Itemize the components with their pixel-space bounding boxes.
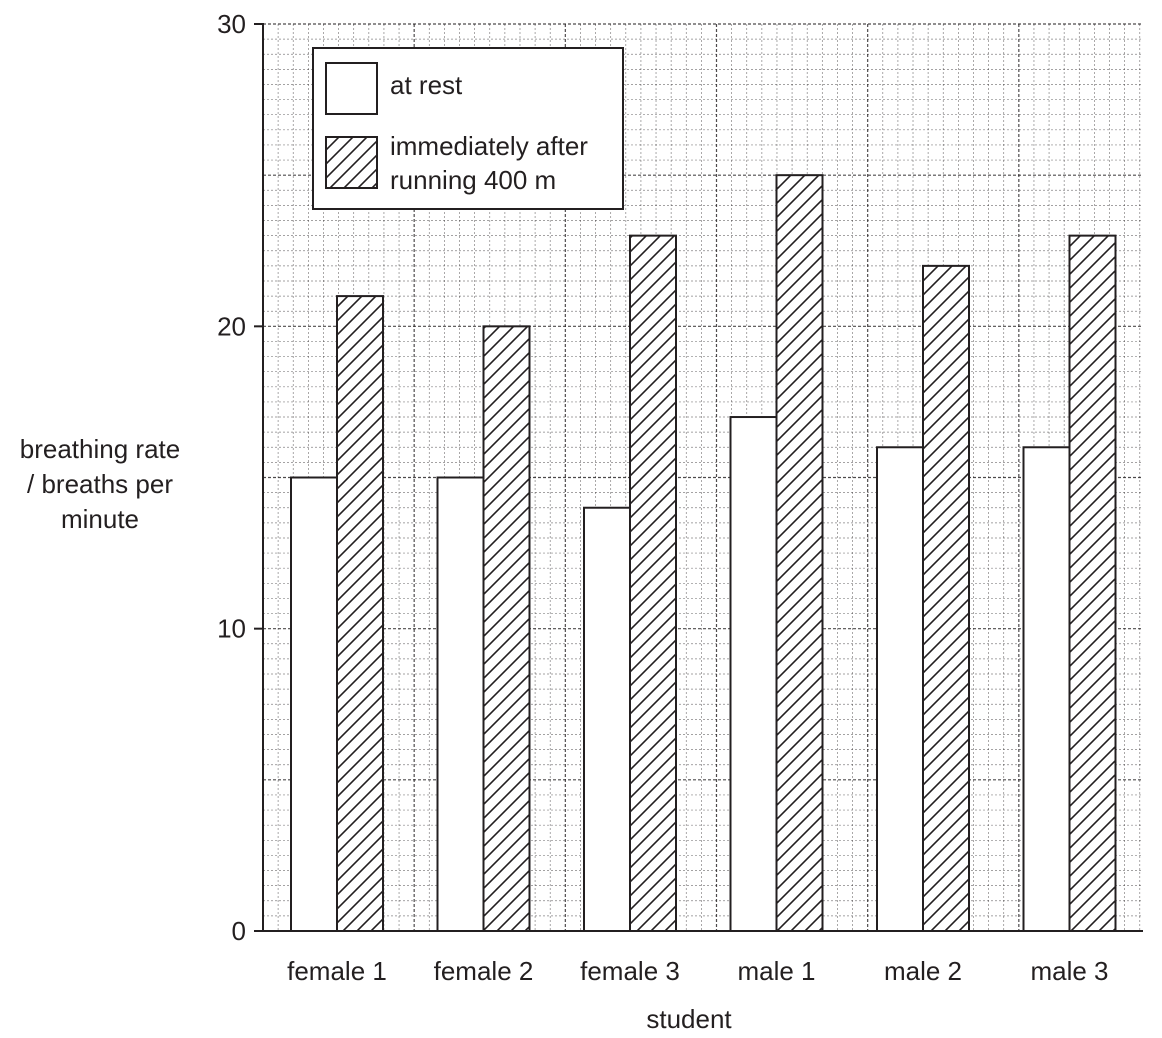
y-axis-title-line-2: / breaths per [27, 469, 173, 499]
x-tick-label: female 3 [580, 956, 680, 986]
y-axis-title: breathing rate / breaths per minute [0, 432, 200, 537]
bars [290, 174, 1117, 933]
legend-label: at rest [390, 70, 463, 100]
bar-female-3-at-rest [583, 506, 631, 932]
x-axis-title: student [646, 1004, 732, 1034]
bar-male-1-at-rest [729, 416, 778, 932]
bar-male-2-at-rest [876, 446, 924, 932]
bar-female-1-at-rest [290, 476, 338, 932]
y-tick-label: 0 [232, 916, 246, 946]
bar-male-1-after-running [775, 174, 824, 932]
x-tick-label: female 1 [287, 956, 387, 986]
bar-male-2-after-running [922, 264, 970, 933]
legend-label: running 400 m [390, 165, 556, 195]
tick-labels: 0 10 20 30 female 1 female 2 female 3 male 1 mal… [217, 9, 1108, 986]
bar-male-3-at-rest [1022, 446, 1071, 932]
axes [262, 23, 1143, 932]
legend-label: immediately after [390, 131, 588, 161]
bar-female-1-after-running [336, 295, 384, 933]
y-tick-label: 30 [217, 9, 246, 39]
bar-female-2-after-running [482, 325, 531, 933]
y-axis-title-line-3: minute [60, 504, 140, 534]
legend: at rest immediately after running 400 m [312, 47, 624, 210]
legend-swatch-at-rest [325, 62, 378, 115]
x-tick-label: male 2 [884, 956, 962, 986]
y-tick-label: 20 [217, 311, 246, 341]
y-axis-title-line-1: breathing rate [19, 434, 181, 464]
bar-female-3-after-running [629, 234, 677, 932]
x-tick-label: male 3 [1030, 956, 1108, 986]
x-tick-label: female 2 [434, 956, 534, 986]
x-tick-label: male 1 [737, 956, 815, 986]
bar-female-2-at-rest [436, 476, 485, 932]
bar-male-3-after-running [1068, 234, 1117, 932]
y-tick-label: 10 [217, 614, 246, 644]
legend-swatch-after-running [325, 136, 378, 189]
